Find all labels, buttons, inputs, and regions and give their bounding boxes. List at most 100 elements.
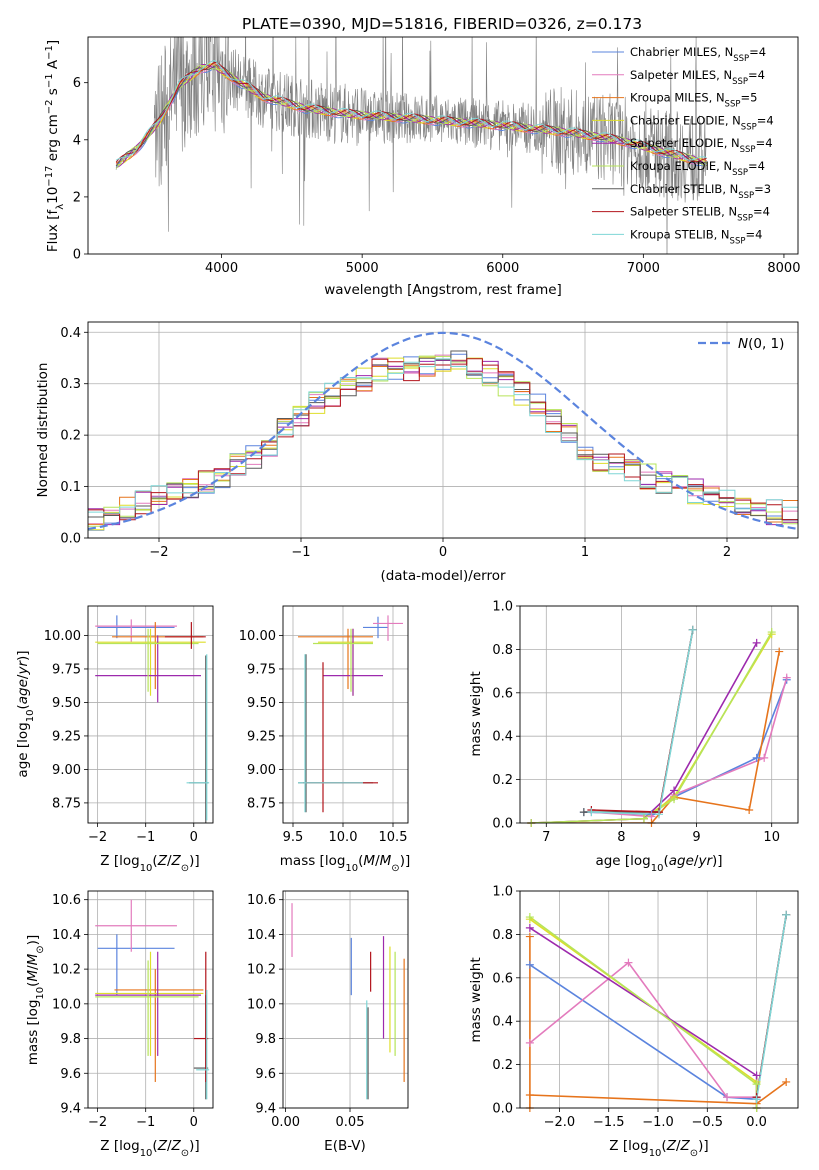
legend-label: Kroupa STELIB, NSSP=4 [630, 227, 762, 246]
y-tick-label: 10.2 [52, 963, 81, 978]
y-tick-label: 10.4 [52, 928, 81, 943]
weight-marker [525, 932, 534, 941]
label-part: Z [171, 853, 182, 869]
legend-suffix: =4 [748, 159, 765, 173]
label-part: −17 [44, 166, 55, 187]
weight-marker [752, 753, 761, 762]
label-part: / [676, 1138, 681, 1154]
y-tick-label: 9.25 [52, 729, 81, 744]
legend-text: Salpeter MILES, N [630, 68, 732, 82]
weight-line-3 [531, 633, 773, 823]
weight-marker [587, 808, 596, 817]
weight-line-0 [583, 679, 788, 816]
x-tick-label: 9 [692, 830, 700, 845]
weight-marker [767, 628, 776, 637]
plot-area [291, 903, 405, 1100]
x-axis-label: Z [log10(Z/Z⊙)] [609, 1138, 708, 1159]
weight-line-8 [755, 914, 787, 1100]
histogram-8 [88, 358, 798, 514]
legend-sub: SSP [741, 122, 757, 132]
label-part: Z [171, 1138, 182, 1154]
x-axis-label: (data-model)/error [380, 568, 506, 584]
y-tick-label: 10.2 [247, 963, 276, 978]
label-part: Z [log [609, 1138, 648, 1154]
y-tick-label: 9.75 [52, 662, 81, 677]
x-tick-label: 5000 [346, 261, 379, 276]
legend-suffix: =4 [748, 68, 765, 82]
x-tick-label: 1 [581, 545, 589, 560]
x-axis-label: age [log10(age/yr)] [595, 853, 722, 874]
label-part: ( [152, 853, 157, 869]
x-tick-label: 2 [723, 545, 731, 560]
plot-area [298, 615, 403, 813]
axes-frame [87, 605, 214, 824]
weight-marker [624, 958, 633, 967]
model-line-8 [115, 60, 707, 161]
legend-sub: SSP [738, 191, 754, 201]
weight-marker [782, 910, 791, 919]
y-tick-label: 0.8 [492, 928, 513, 943]
observed-spectrum [115, 37, 707, 254]
legend-text: Salpeter ELODIE, N [630, 136, 740, 150]
y-tick-label: 9.4 [60, 1102, 81, 1117]
legend-suffix: =4 [756, 136, 773, 150]
label-part: 10 [651, 863, 664, 874]
panel-age-vs-mass: 9.5 10.0 10.5 8.75 9.00 9.25 9.50 9.75 10.00 [239, 605, 409, 845]
legend-text: Salpeter STELIB, N [630, 205, 737, 219]
label-part: M [380, 853, 392, 869]
y-tick-label: 2 [73, 190, 81, 205]
legend-sub: SSP [732, 77, 748, 87]
x-tick-label: 0.05 [336, 1115, 365, 1130]
label-part: Z [666, 1138, 677, 1154]
x-tick-label: −0.5 [692, 1115, 724, 1130]
label-part: ⊙ [35, 945, 46, 953]
x-tick-label: 0.00 [271, 1115, 300, 1130]
label-part: erg cm [45, 114, 61, 165]
y-axis-label: Flux [fλ10−17 erg cm−2 s−1 A−1] [44, 40, 66, 252]
y-tick-label: 9.75 [247, 662, 276, 677]
label-part: 10 [45, 187, 61, 204]
label-part: 10 [140, 1148, 153, 1159]
x-tick-label: 7 [542, 830, 550, 845]
legend-suffix: =4 [757, 113, 774, 127]
weight-marker [752, 638, 761, 647]
y-tick-label: 9.8 [60, 1032, 81, 1047]
label-part: )] [400, 853, 411, 869]
x-tick-label: 9.5 [283, 830, 304, 845]
label-part: age [log [595, 853, 650, 869]
panel-spectrum: 4000 5000 6000 7000 8000 0 2 4 6 [73, 36, 800, 276]
y-tick-label: 0 [73, 248, 81, 263]
legend-text: Chabrier STELIB, N [630, 182, 738, 196]
panel-mass-vs-Z: −2 −1 0 9.4 9.6 9.8 10.0 10.2 10.4 10.6 [52, 890, 214, 1130]
legend-suffix: =5 [740, 91, 757, 105]
y-tick-label: 1.0 [492, 885, 513, 900]
label-part: / [694, 853, 699, 869]
plot-area [531, 629, 788, 823]
x-tick-label: −1 [136, 1115, 155, 1130]
label-part: mass [log [25, 1000, 41, 1066]
label-part: 10 [345, 863, 358, 874]
label-part: (0, 1) [748, 336, 784, 352]
label-part: )] [25, 935, 41, 946]
y-tick-label: 8.75 [247, 796, 276, 811]
x-axis-label: Z [log10(Z/Z⊙)] [100, 853, 199, 874]
label-part: / [25, 965, 41, 970]
x-axis-label: mass [log10(M/M⊙)] [280, 853, 410, 874]
model-line-2 [115, 62, 707, 164]
y-tick-label: 0.1 [60, 480, 81, 495]
y-tick-label: 0.2 [492, 773, 513, 788]
y-tick-label: 9.50 [52, 696, 81, 711]
label-part: 10 [25, 710, 36, 723]
x-tick-label: 8000 [767, 261, 800, 276]
y-tick-label: 9.50 [247, 696, 276, 711]
x-tick-label: −1.0 [642, 1115, 674, 1130]
weight-marker [723, 1093, 732, 1102]
weight-line-3 [529, 918, 758, 1108]
y-tick-label: 0.4 [60, 326, 81, 341]
figure-title: PLATE=0390, MJD=51816, FIBERID=0326, z=0… [242, 15, 642, 33]
y-tick-label: 9.6 [255, 1067, 276, 1082]
weight-marker [655, 810, 663, 819]
y-tick-label: 9.4 [255, 1102, 276, 1117]
y-tick-label: 10.4 [247, 928, 276, 943]
legend-suffix: =4 [745, 227, 762, 241]
